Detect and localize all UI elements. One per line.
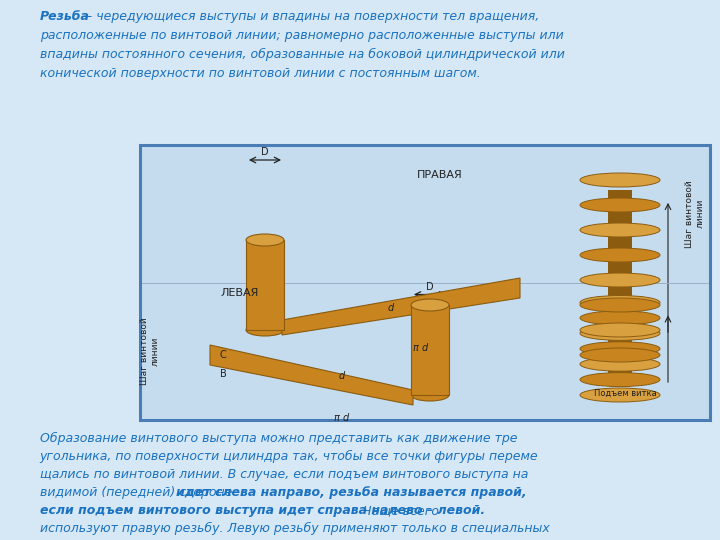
Text: d: d (388, 303, 394, 313)
Text: π d: π d (334, 413, 349, 423)
Ellipse shape (580, 326, 660, 340)
Ellipse shape (580, 348, 660, 362)
Ellipse shape (580, 357, 660, 371)
Ellipse shape (246, 234, 284, 246)
Text: расположенные по винтовой линии; равномерно расположенные выступы или: расположенные по винтовой линии; равноме… (40, 29, 563, 42)
Ellipse shape (580, 388, 660, 402)
Ellipse shape (580, 273, 660, 287)
Text: щались по винтовой линии. В случае, если подъем винтового выступа на: щались по винтовой линии. В случае, если… (40, 468, 528, 481)
Text: если подъем винтового выступа идет справа налево – левой.: если подъем винтового выступа идет справ… (40, 504, 485, 517)
Text: – чередующиеся выступы и впадины на поверхности тел вращения,: – чередующиеся выступы и впадины на пове… (81, 10, 539, 23)
Text: Образование винтового выступа можно представить как движение тре: Образование винтового выступа можно пред… (40, 432, 517, 445)
Ellipse shape (411, 389, 449, 401)
Text: Чаще всего: Чаще всего (359, 504, 438, 517)
Ellipse shape (580, 248, 660, 262)
Ellipse shape (580, 173, 660, 187)
Ellipse shape (411, 299, 449, 311)
Ellipse shape (580, 298, 660, 312)
Text: впадины постоянного сечения, образованные на боковой цилиндрической или: впадины постоянного сечения, образованны… (40, 48, 564, 61)
Ellipse shape (580, 223, 660, 237)
Text: C: C (220, 350, 227, 360)
Bar (411, 305, 449, 395)
Text: D: D (261, 147, 269, 157)
Text: d: d (338, 372, 345, 381)
Text: ЛЕВАЯ: ЛЕВАЯ (220, 287, 258, 298)
Bar (608, 190, 632, 345)
Text: B: B (220, 369, 227, 379)
Ellipse shape (580, 198, 660, 212)
Text: Резьба: Резьба (40, 10, 89, 23)
Ellipse shape (580, 323, 660, 337)
Bar (140, 145, 710, 420)
Polygon shape (210, 345, 413, 405)
Text: угольника, по поверхности цилиндра так, чтобы все точки фигуры переме: угольника, по поверхности цилиндра так, … (40, 450, 539, 463)
Ellipse shape (580, 342, 660, 356)
Polygon shape (282, 278, 520, 335)
Text: D: D (426, 281, 434, 292)
Ellipse shape (580, 295, 660, 309)
Text: π d: π d (413, 343, 428, 353)
Text: видимой (передней) стороне: видимой (передней) стороне (40, 486, 236, 499)
Text: ПРАВАЯ: ПРАВАЯ (417, 170, 463, 180)
Text: Шаг винтовой
линии: Шаг винтовой линии (685, 180, 705, 248)
Text: идет слева направо, резьба называется правой,: идет слева направо, резьба называется пр… (176, 486, 526, 499)
Text: Подъем витка: Подъем витка (593, 389, 657, 398)
Ellipse shape (580, 373, 660, 387)
Text: Подъем витка: Подъем витка (593, 375, 657, 384)
Bar (246, 240, 284, 330)
Text: конической поверхности по винтовой линии с постоянным шагом.: конической поверхности по винтовой линии… (40, 67, 480, 80)
Text: Шаг винтовой
линии: Шаг винтовой линии (140, 318, 160, 385)
Ellipse shape (246, 324, 284, 336)
Bar (608, 313, 632, 385)
Text: используют правую резьбу. Левую резьбу применяют только в специальных: используют правую резьбу. Левую резьбу п… (40, 522, 549, 535)
Ellipse shape (580, 311, 660, 325)
